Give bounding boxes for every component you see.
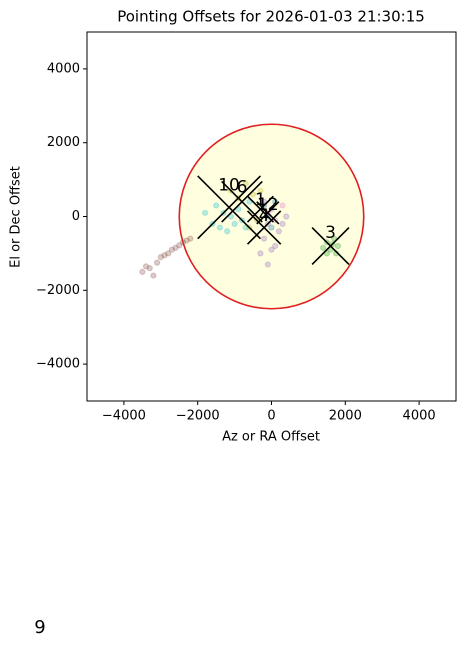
x-tick-label: −2000 <box>176 409 220 424</box>
point <box>275 228 282 235</box>
point <box>216 224 223 231</box>
point <box>231 220 238 227</box>
y-tick-label: 0 <box>72 209 80 224</box>
cross-marker <box>246 195 274 223</box>
point <box>168 246 175 253</box>
point <box>183 237 190 244</box>
point <box>268 246 275 253</box>
y-tick-label: −4000 <box>36 357 80 372</box>
point <box>264 261 271 268</box>
cross-marker <box>311 227 350 266</box>
cross-marker <box>256 201 280 225</box>
point <box>272 242 279 250</box>
point <box>261 235 268 242</box>
point <box>320 244 327 251</box>
point <box>283 213 290 220</box>
point <box>224 228 231 235</box>
x-axis-label: Az or RA Offset <box>222 430 320 445</box>
point <box>279 202 286 209</box>
x-tick-label: 4000 <box>403 409 436 424</box>
y-tick-label: −2000 <box>36 283 80 298</box>
point <box>257 187 264 194</box>
x-tick-label: 2000 <box>329 409 362 424</box>
point <box>142 263 150 270</box>
point <box>150 272 157 279</box>
y-tick-label: 2000 <box>47 135 80 150</box>
marker-label: 3 <box>325 223 336 243</box>
cross-marker <box>197 175 261 240</box>
point <box>213 202 220 209</box>
point <box>157 253 164 261</box>
point <box>172 244 179 251</box>
plot <box>139 123 365 310</box>
point <box>268 224 275 231</box>
cross-marker <box>221 180 263 223</box>
point <box>154 259 161 266</box>
point <box>187 235 194 242</box>
point <box>279 220 286 227</box>
point <box>242 180 249 187</box>
footer-text: 9 <box>34 617 45 638</box>
y-tick-label: 4000 <box>47 61 80 76</box>
marker-label: 1 <box>255 190 266 210</box>
point <box>146 265 153 272</box>
marker-label: 4 <box>259 206 270 226</box>
y-axis-label: El or Dec Offset <box>9 166 24 268</box>
point <box>201 209 209 216</box>
marker-label: 6 <box>237 178 248 198</box>
marker-label: 12 <box>257 195 279 215</box>
marker-label: 10 <box>218 175 240 195</box>
point <box>161 252 168 259</box>
point <box>334 242 342 250</box>
chart-title: Pointing Offsets for 2026-01-03 21:30:15 <box>117 8 425 26</box>
x-tick-label: −4000 <box>102 409 146 424</box>
x-tick-label: 0 <box>267 409 275 424</box>
point <box>179 239 187 246</box>
point <box>257 250 264 257</box>
point <box>139 268 146 275</box>
point <box>165 250 172 257</box>
point <box>176 242 183 249</box>
cross-marker <box>246 210 282 245</box>
